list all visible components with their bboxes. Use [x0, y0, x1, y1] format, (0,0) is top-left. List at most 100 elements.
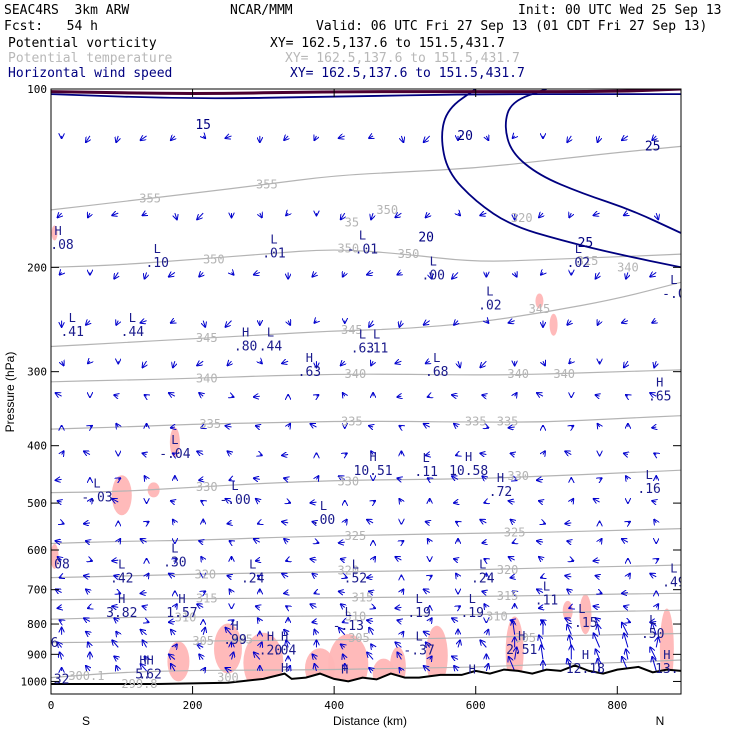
wind-vector	[256, 560, 260, 561]
wind-vector	[397, 272, 401, 274]
pv-extremum-value: .99	[223, 633, 246, 648]
theta-contour-label: 310	[175, 611, 197, 625]
pv-extremum-marker: L.50	[641, 613, 664, 642]
wind-vector	[112, 560, 119, 561]
wind-vector	[458, 213, 460, 215]
theta-contour-label: 320	[337, 564, 359, 578]
wind-vector	[369, 136, 373, 138]
source-label: NCAR/MMM	[230, 3, 293, 18]
pv-shaded-region	[169, 427, 180, 458]
wind-vector	[480, 640, 487, 648]
wind-vector	[147, 522, 149, 523]
pv-extremum-marker: H3.82	[106, 592, 137, 621]
wind-vector	[343, 621, 345, 622]
wind-vector	[145, 476, 147, 479]
wind-vector	[399, 499, 401, 502]
wind-vector	[652, 501, 656, 502]
wind-vector	[596, 272, 600, 278]
tropopause-pv-contour	[51, 89, 681, 95]
theta-contour-label: 340	[553, 367, 575, 381]
wind-vector	[114, 618, 118, 621]
wind-vector	[428, 396, 430, 397]
wind-vector	[316, 395, 318, 396]
pv-extremum-letter: H	[146, 653, 153, 667]
wind-vector	[345, 577, 347, 578]
pv-extremum-letter: L	[575, 242, 582, 256]
wind-vector	[628, 574, 630, 577]
wind-vector	[652, 136, 656, 140]
wind-vector	[622, 321, 629, 323]
wind-vector	[395, 642, 402, 647]
pv-shaded-region	[425, 625, 448, 686]
wind-vector	[367, 652, 374, 660]
pv-extremum-marker: H.99	[223, 619, 246, 648]
wind-vector	[143, 360, 147, 367]
wind-vector	[197, 212, 204, 219]
pv-extremum-value: .63	[298, 365, 321, 380]
wind-vector	[339, 136, 345, 138]
wind-vector	[254, 478, 260, 479]
wind-vector	[454, 559, 458, 560]
wind-vector	[232, 620, 234, 621]
theta-contour-label: 320	[497, 563, 519, 577]
wind-vector	[260, 213, 262, 217]
wind-vector	[482, 395, 486, 396]
wind-vector	[515, 479, 517, 480]
pv-extremum-value: -.37	[403, 644, 434, 659]
wind-vector	[571, 560, 573, 561]
wind-vector	[594, 213, 600, 215]
wind-vector	[143, 640, 147, 648]
pv-extremum-letter: L	[118, 557, 125, 571]
wind-vector	[197, 644, 204, 647]
pv-extremum-marker: L-.37	[403, 630, 434, 659]
wind-vector	[312, 621, 316, 622]
wind-vector	[203, 668, 205, 671]
wind-vector	[230, 479, 232, 480]
wind-vector	[284, 593, 288, 594]
wind-vector	[509, 657, 516, 672]
pv-extremum-marker: L.16	[637, 468, 660, 497]
wind-vector	[428, 539, 430, 542]
pv-extremum-value: .11	[414, 465, 437, 480]
wind-vector	[456, 574, 458, 577]
wind-vector	[343, 272, 345, 276]
wind-vector	[175, 604, 177, 607]
wind-vector	[339, 591, 345, 592]
pv-extremum-letter: L	[415, 630, 422, 644]
wind-vector	[628, 621, 630, 622]
wind-vector	[456, 522, 458, 523]
pv-extremum-letter: H	[242, 326, 249, 340]
wind-vector	[197, 361, 204, 365]
theta-contour-label: 350	[337, 242, 359, 256]
wind-vector	[539, 213, 543, 217]
theta-contour-label: 315	[196, 592, 218, 606]
pv-extremum-letter: H	[231, 619, 238, 633]
wind-vector	[622, 593, 628, 594]
theta-contour-label: 315	[497, 589, 519, 603]
wind-vector	[143, 213, 147, 215]
wind-vector	[626, 476, 628, 479]
wind-vector	[456, 455, 458, 456]
wind-vector	[112, 606, 119, 607]
wind-vector	[369, 591, 373, 592]
pv-extremum-marker: L.19	[407, 592, 430, 621]
y-tick-label: 100	[27, 83, 47, 96]
wind-vector	[594, 560, 600, 561]
field-xy-pv: XY= 162.5,137.6 to 151.5,431.7	[270, 36, 505, 51]
wind-vector	[565, 618, 572, 621]
wind-vector	[171, 321, 175, 323]
pv-extremum-value: -.15	[566, 616, 597, 631]
pv-extremum-marker: H.20	[259, 630, 282, 659]
pv-extremum-letter: L	[270, 232, 277, 246]
wind-vector	[341, 559, 345, 560]
pv-extremum-value: 12.18	[566, 662, 605, 677]
wind-vector	[341, 604, 345, 607]
wind-vector	[594, 633, 601, 648]
wind-vector	[114, 576, 118, 577]
wind-speed-contour-15	[51, 93, 681, 100]
pv-extremum-value: .65	[648, 390, 671, 405]
pv-extremum-letter: L	[543, 580, 550, 594]
theta-contour-label: 305	[231, 633, 253, 647]
wind-vector	[316, 476, 318, 479]
wind-vector	[288, 424, 290, 427]
